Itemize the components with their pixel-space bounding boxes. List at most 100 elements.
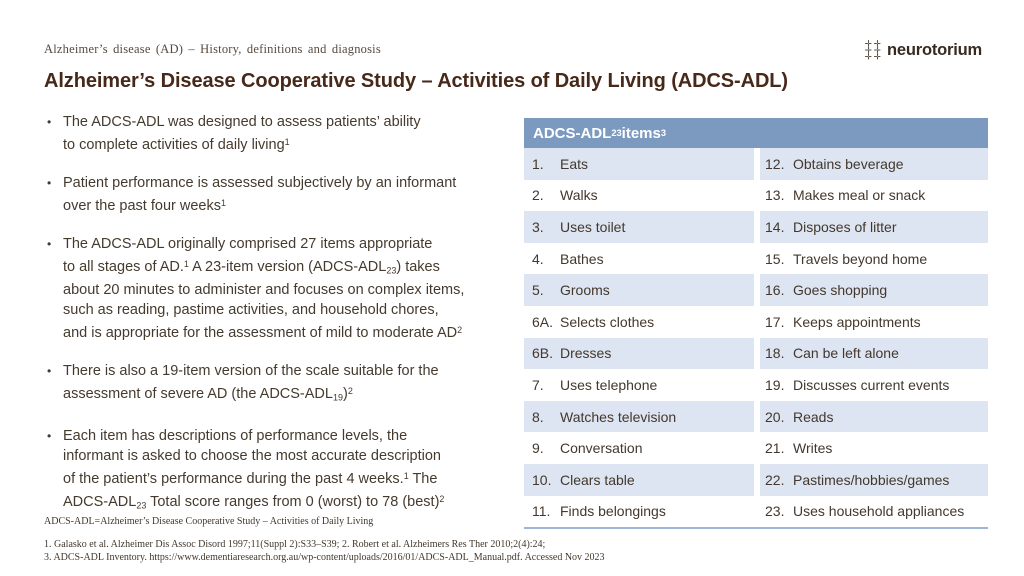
text-segment: ) takes (396, 259, 440, 276)
table-row: 7. Uses telephone 19. Discusses current eve… (524, 369, 988, 401)
table-cell-left: 1. Eats (524, 148, 754, 180)
item-number: 21. (765, 440, 785, 457)
sup-text: 2 (347, 386, 353, 397)
sub-text: 23 (136, 499, 147, 510)
item-number: 19. (765, 376, 785, 393)
text-segment: to complete activities of daily living (63, 137, 285, 154)
table-cell-left: 6A. Selects clothes (524, 305, 754, 338)
table-cell-left: 10. Clears table (524, 463, 754, 496)
table-cell-right: 18. Can be left alone (760, 337, 988, 370)
column-gutter (754, 495, 760, 528)
item-number: 9. (532, 440, 544, 457)
table-row: 9. Conversation 21. Writes (524, 432, 988, 464)
reference-line: 3. ADCS-ADL Inventory. https://www.demen… (44, 551, 605, 563)
table-row: 10. Clears table 22. Pastimes/hobbies/games (524, 463, 988, 496)
item-number: 15. (765, 250, 785, 267)
sup-text: 3 (660, 128, 667, 138)
column-gutter (754, 305, 760, 338)
table-cell-right: 22. Pastimes/hobbies/games (760, 463, 988, 496)
table-cell-right: 21. Writes (760, 432, 988, 464)
sub-text: 23 (611, 128, 622, 138)
text-segment: of the patient’s performance during the … (63, 470, 404, 487)
bullet-marker: • (47, 176, 52, 191)
table-cell-left: 7. Uses telephone (524, 369, 754, 401)
item-number: 18. (765, 345, 785, 362)
sup-text: 2 (439, 493, 445, 504)
item-label: Can be left alone (793, 345, 899, 362)
text-segment: items (621, 124, 661, 142)
item-number: 4. (532, 250, 544, 267)
bullet-item: • Each item has descriptions of performan… (46, 426, 536, 515)
text-segment: The (408, 470, 438, 487)
item-label: Selects clothes (560, 313, 655, 330)
text-segment: Total score ranges from 0 (worst) to 78 … (146, 493, 440, 510)
sup-text: 1 (220, 198, 226, 209)
table-row: 11. Finds belongings 23. Uses household app… (524, 495, 988, 528)
bullet-list: • The ADCS-ADL was designed to assess pat… (46, 112, 536, 533)
item-number: 3. (532, 218, 544, 235)
item-label: Travels beyond home (793, 250, 928, 267)
column-gutter (754, 432, 760, 464)
column-gutter (754, 400, 760, 433)
table-row: 4. Bathes 15. Travels beyond home (524, 242, 988, 275)
item-label: Dresses (560, 345, 612, 362)
text-segment: Patient performance is assessed subjecti… (63, 175, 457, 192)
text-segment: There is also a 19-item version of the s… (63, 363, 439, 380)
item-label: Clears table (560, 471, 635, 488)
bullet-marker: • (47, 237, 52, 252)
sup-text: 1 (284, 137, 290, 147)
item-label: Uses telephone (560, 376, 658, 393)
text-segment: The ADCS-ADL was designed to assess pati… (63, 114, 421, 130)
neurotorium-logo: neurotorium (862, 38, 982, 62)
column-gutter (754, 274, 760, 306)
item-label: Bathes (560, 250, 604, 267)
item-label: Grooms (560, 282, 610, 299)
sub-text: 19 (332, 392, 343, 403)
table-cell-left: 4. Bathes (524, 242, 754, 275)
item-number: 23. (765, 503, 785, 520)
item-label: Walks (560, 187, 598, 204)
item-number: 8. (532, 408, 544, 425)
sub-text: 23 (386, 265, 397, 276)
table-header: ADCS-ADL 23 items 3 (524, 118, 988, 148)
column-gutter (754, 463, 760, 496)
bullet-item: • The ADCS-ADL was designed to assess pat… (46, 112, 536, 155)
sup-text: 1 (183, 259, 189, 270)
item-number: 7. (532, 376, 544, 393)
text-segment: ) (342, 386, 348, 403)
text-segment: ADCS-ADL (63, 493, 137, 510)
page-title: Alzheimer’s Disease Cooperative Study – … (44, 70, 788, 92)
table-row: 2. Walks 13. Makes meal or snack (524, 179, 988, 212)
bullet-marker: • (47, 115, 52, 129)
item-label: Eats (560, 155, 589, 172)
item-number: 6A. (532, 313, 554, 330)
item-label: Uses household appliances (793, 503, 965, 520)
table-row: 1. Eats 12. Obtains beverage (524, 148, 988, 180)
text-segment: over the past four weeks (63, 198, 221, 215)
table-cell-right: 19. Discusses current events (760, 369, 988, 401)
table-cell-right: 15. Travels beyond home (760, 242, 988, 275)
text-segment: to all stages of AD. (63, 259, 184, 276)
item-label: Reads (793, 408, 834, 425)
table-row: 6B. Dresses 18. Can be left alone (524, 337, 988, 370)
text-segment: informant is asked to choose the most ac… (63, 447, 441, 464)
table-cell-right: 17. Keeps appointments (760, 305, 988, 338)
item-label: Conversation (560, 440, 643, 457)
item-number: 2. (532, 187, 544, 204)
table-cell-right: 20. Reads (760, 400, 988, 433)
bullet-marker: • (47, 428, 52, 443)
table-cell-left: 11. Finds belongings (524, 495, 754, 528)
table-row: 3. Uses toilet 14. Disposes of litter (524, 211, 988, 243)
text-segment: Each item has descriptions of performanc… (63, 427, 408, 444)
table-cell-left: 9. Conversation (524, 432, 754, 464)
brain-icon (862, 38, 884, 62)
text-segment: and is appropriate for the assessment of… (63, 325, 458, 342)
item-label: Discusses current events (793, 376, 950, 393)
item-number: 16. (765, 282, 785, 299)
reference-line: 1. Galasko et al. Alzheimer Dis Assoc Di… (44, 539, 546, 550)
text-segment: The ADCS-ADL originally comprised 27 ite… (63, 236, 433, 253)
item-label: Finds belongings (560, 503, 666, 520)
table-body: 1. Eats 12. Obtains beverage 2. Walks 13. Makes… (524, 148, 988, 528)
item-label: Makes meal or snack (793, 187, 926, 204)
